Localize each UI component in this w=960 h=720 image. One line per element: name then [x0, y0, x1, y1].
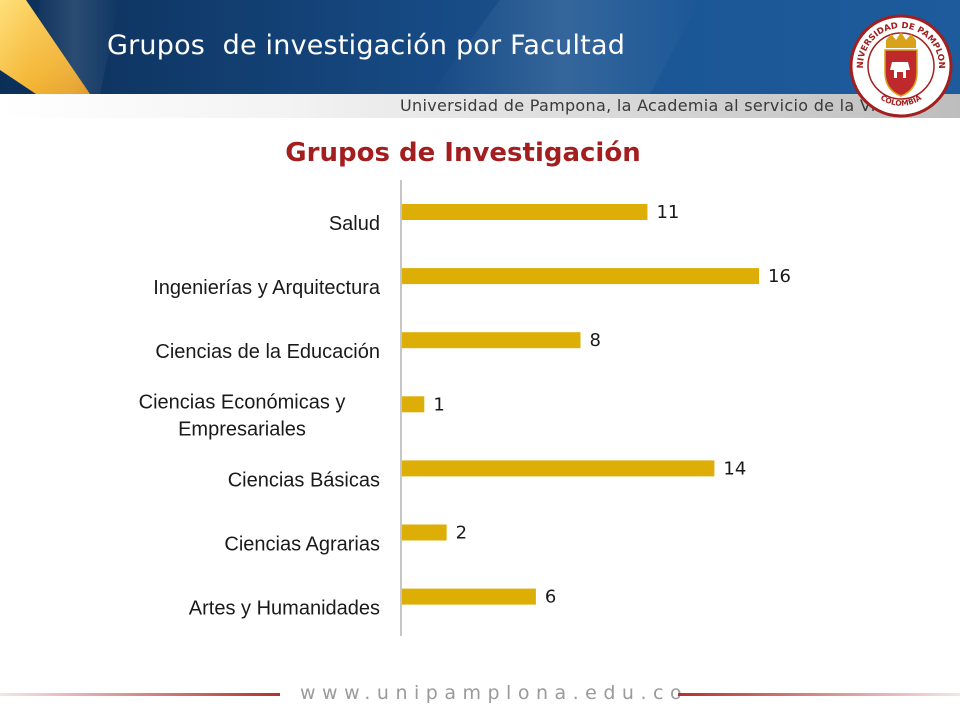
category-label: Salud [329, 213, 380, 235]
university-seal-icon: UNIVERSIDAD DE PAMPLONA COLOMBIA [848, 6, 953, 118]
svg-text:COLOMBIA: COLOMBIA [879, 93, 923, 108]
tagline-bar [0, 94, 960, 118]
data-label: 2 [456, 523, 467, 544]
bar [402, 204, 648, 220]
tagline-text: Universidad de Pampona, la Academia al s… [400, 96, 897, 115]
bar [402, 396, 425, 413]
chart-title: Grupos de Investigación [285, 138, 641, 168]
seal-text-bottom: COLOMBIA [879, 93, 923, 108]
category-label: Ciencias Económicas y Empresariales [139, 391, 346, 440]
bar [402, 268, 759, 285]
data-label: 16 [768, 266, 791, 287]
data-label: 6 [545, 587, 556, 608]
category-label: Artes y Humanidades [189, 598, 380, 620]
bar [402, 332, 581, 349]
data-label: 11 [656, 202, 679, 223]
bar [402, 588, 536, 605]
data-label: 14 [723, 458, 746, 479]
footer-divider-right [678, 693, 960, 696]
slide-title: Grupos de investigación por Facultad [107, 30, 626, 61]
category-label: Ingenierías y Arquitectura [153, 277, 381, 299]
header-banner: Grupos de investigación por Facultad [0, 0, 960, 94]
category-label: Ciencias Básicas [228, 469, 380, 491]
bar [402, 524, 447, 541]
data-label: 8 [590, 330, 601, 351]
data-label: 1 [433, 394, 444, 415]
bar [402, 460, 715, 477]
footer-divider-left [0, 693, 280, 696]
category-label: Ciencias de la Educación [155, 341, 380, 363]
footer-url: www.unipamplona.edu.co [300, 682, 689, 704]
category-label: Ciencias Agrarias [224, 534, 380, 556]
header-accent-shape [0, 0, 700, 94]
